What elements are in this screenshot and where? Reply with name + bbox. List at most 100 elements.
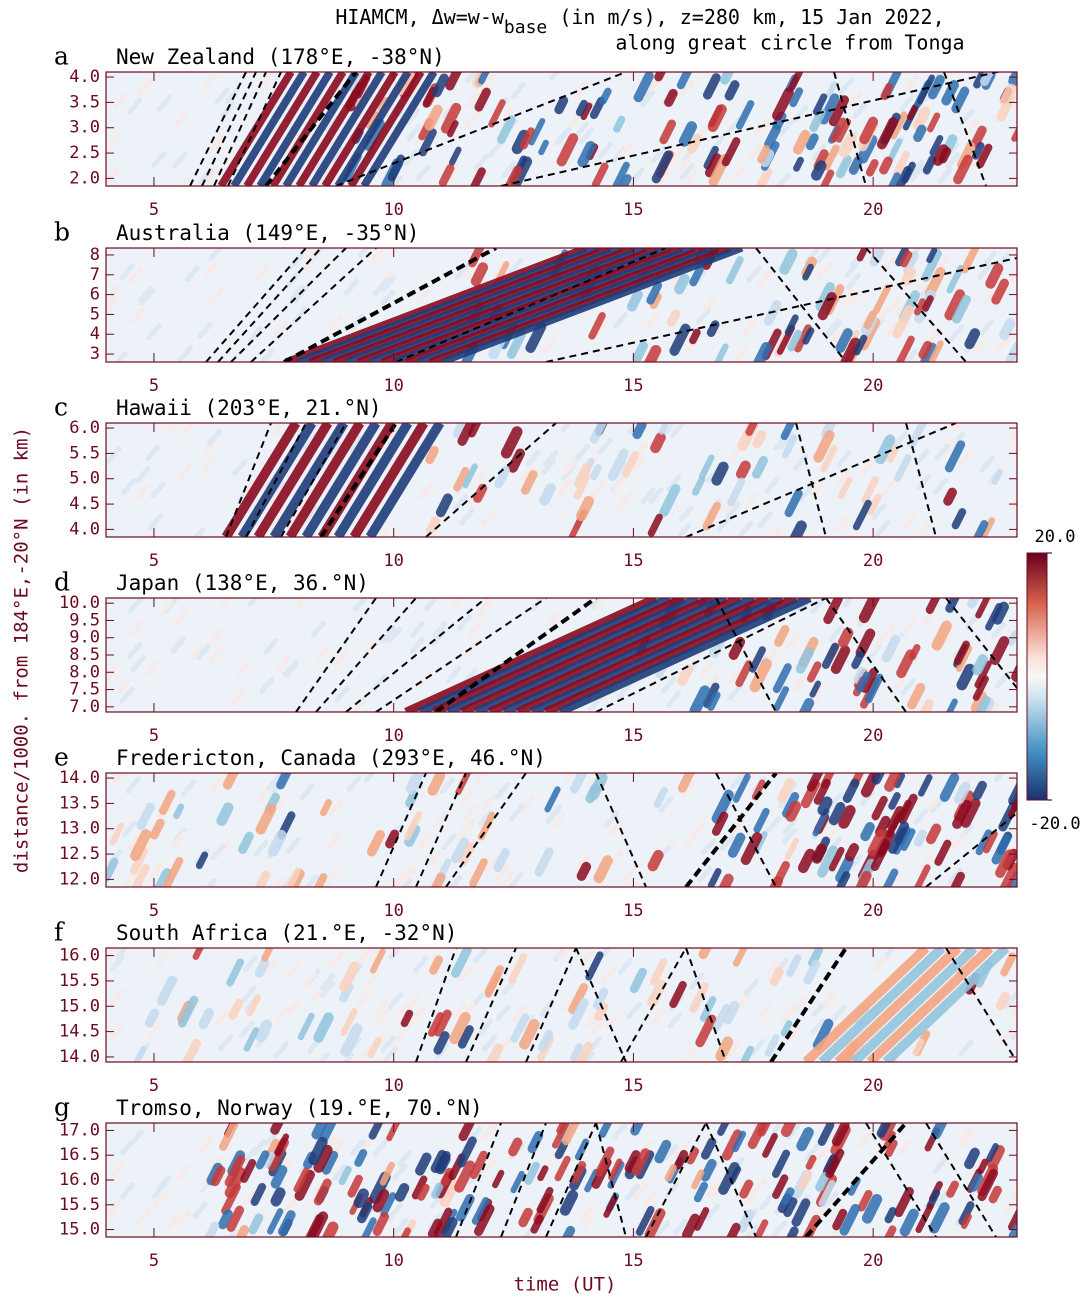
field-texture	[765, 960, 781, 978]
field-patch	[931, 620, 952, 651]
field-texture	[669, 147, 685, 165]
field-patch	[133, 1045, 147, 1062]
field-texture	[1014, 1213, 1017, 1220]
field-texture	[135, 466, 151, 484]
field-patch	[774, 624, 790, 647]
field-texture	[675, 522, 691, 537]
field-patch	[785, 800, 802, 822]
field-texture	[144, 659, 160, 677]
field-patch	[692, 476, 706, 496]
field-texture	[627, 423, 641, 435]
field-texture	[1011, 444, 1017, 455]
field-texture	[834, 515, 850, 533]
field-patch	[631, 1148, 651, 1176]
field-texture	[632, 454, 648, 472]
field-texture	[373, 1000, 389, 1018]
dashed-ray	[425, 423, 557, 537]
field-texture	[678, 505, 694, 523]
dashed-ray	[545, 1123, 597, 1237]
field-texture	[757, 511, 773, 529]
field-patch	[574, 1138, 590, 1161]
field-patch	[977, 1168, 998, 1202]
heatmap-field	[106, 598, 1017, 712]
field-patch	[929, 134, 944, 156]
field-texture	[512, 1003, 528, 1021]
field-patch	[977, 1158, 989, 1175]
field-texture	[130, 655, 146, 673]
field-texture	[232, 459, 248, 477]
field-patch	[447, 120, 459, 138]
field-patch	[277, 1210, 296, 1237]
field-patch	[828, 95, 849, 127]
field-texture	[520, 794, 536, 812]
field-texture	[679, 79, 695, 97]
field-texture	[406, 124, 422, 142]
field-texture	[215, 1008, 231, 1026]
field-texture	[110, 954, 126, 972]
field-stripe	[321, 72, 399, 186]
field-patch	[913, 124, 927, 142]
field-patch	[427, 1218, 443, 1237]
field-patch	[985, 603, 1003, 631]
field-stripe	[217, 72, 295, 186]
field-texture	[909, 165, 925, 183]
field-patch	[809, 680, 822, 698]
dashed-ray	[684, 773, 778, 887]
field-texture	[458, 965, 474, 983]
field-patch	[473, 483, 488, 503]
field-patch	[210, 1165, 226, 1187]
field-patch	[440, 102, 462, 134]
field-texture	[727, 683, 743, 701]
field-patch	[764, 124, 781, 149]
field-patch	[976, 143, 993, 169]
field-texture	[836, 450, 852, 468]
dashed-ray	[685, 423, 957, 537]
field-stripe	[269, 423, 349, 537]
dashed-ray	[804, 1123, 908, 1237]
field-texture	[543, 450, 559, 468]
field-texture	[417, 285, 433, 303]
field-patch	[422, 86, 437, 108]
field-patch	[772, 1174, 789, 1200]
field-texture	[597, 437, 613, 455]
x-tick-label: 5	[149, 1251, 159, 1271]
field-patch	[222, 773, 239, 790]
field-patch	[455, 773, 472, 796]
field-patch	[658, 423, 670, 435]
field-texture	[748, 143, 764, 161]
field-patch	[435, 1150, 451, 1173]
y-tick-label: 3.0	[69, 118, 100, 138]
field-patch	[867, 493, 882, 516]
field-patch	[773, 686, 790, 712]
x-tick-label: 5	[149, 551, 159, 571]
field-patch	[687, 133, 702, 154]
field-patch	[955, 645, 973, 672]
y-tick-label: 7.5	[69, 680, 100, 700]
field-texture	[184, 265, 200, 283]
field-texture	[651, 1006, 667, 1024]
field-patch	[900, 828, 916, 852]
field-stripe	[360, 72, 438, 186]
field-patch	[780, 423, 796, 441]
field-stripe	[308, 248, 612, 362]
field-patch	[707, 691, 721, 711]
field-texture	[771, 1220, 787, 1237]
field-texture	[612, 1123, 628, 1140]
field-patch	[958, 1201, 975, 1226]
field-patch	[537, 1165, 549, 1182]
field-patch	[433, 1009, 452, 1037]
field-patch	[629, 967, 647, 994]
field-texture	[900, 678, 916, 696]
field-patch	[884, 1225, 897, 1237]
field-texture	[772, 1123, 785, 1133]
y-tick-label: 13.5	[59, 793, 100, 813]
y-tick-label: 6.0	[69, 418, 100, 438]
field-texture	[757, 1003, 773, 1021]
dashed-ray	[345, 598, 487, 712]
field-patch	[270, 1187, 286, 1207]
y-tick-label: 14.5	[59, 1022, 100, 1042]
field-stripe	[530, 598, 784, 712]
panel-title: Tromso, Norway (19.°E, 70.°N)	[116, 1096, 483, 1120]
field-patch	[964, 1147, 980, 1170]
